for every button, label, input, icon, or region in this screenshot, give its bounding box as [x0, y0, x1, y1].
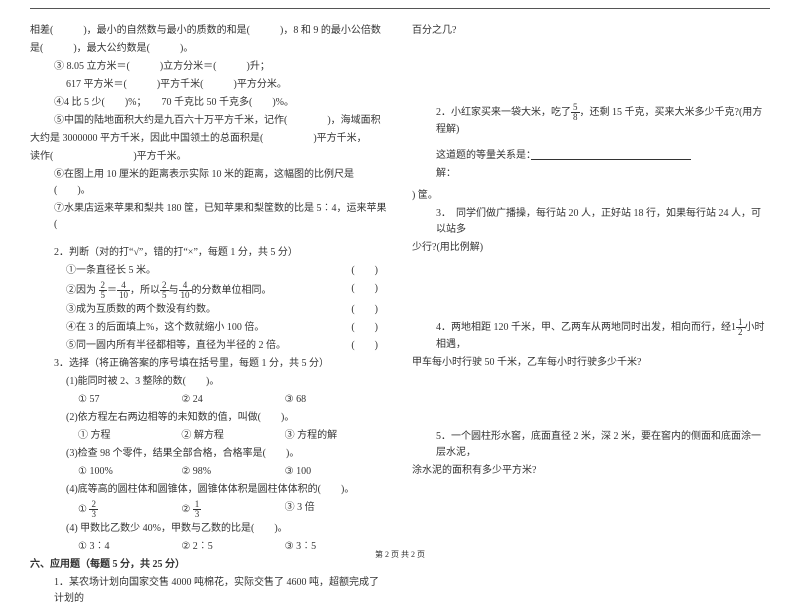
select-options: ① 23 ② 13 ③ 3 倍	[30, 500, 388, 519]
option: ② 24	[181, 392, 284, 408]
fill-line: 读作( )平方千米。	[30, 149, 388, 165]
option: ② 解方程	[181, 428, 284, 444]
fill-line: ⑤中国的陆地面积大约是九百六十万平方千米，记作( )，海域面积	[30, 113, 388, 129]
select-options: ① 方程 ② 解方程 ③ 方程的解	[30, 428, 388, 444]
option: ③ 方程的解	[285, 428, 388, 444]
blank-paren: ( )	[351, 281, 378, 297]
select-item: (4)底等高的圆柱体和圆锥体，圆锥体体积是圆柱体体积的( )。	[30, 482, 388, 498]
fill-line: ④4 比 5 少( )%； 70 千克比 50 千克多( )%。	[30, 95, 388, 111]
text: 这道题的等量关系是：	[412, 148, 770, 164]
fraction: 23	[89, 500, 98, 519]
blank-paren: ( )	[351, 320, 378, 336]
option: ① 100%	[78, 464, 181, 480]
option: ① 23	[78, 500, 181, 519]
fill-line: 617 平方米＝( )平方千米( )平方分米。	[30, 77, 388, 93]
fraction: 410	[179, 281, 192, 300]
blank-line	[531, 150, 691, 161]
blank-paren: ( )	[351, 302, 378, 318]
blank-paren: ( )	[351, 263, 378, 279]
judge-text: 与	[169, 285, 179, 296]
judge-heading: 2．判断（对的打“√”，错的打“×”，每题 1 分，共 5 分）	[30, 245, 388, 261]
fraction: 12	[736, 318, 745, 337]
left-column: 相差( )，最小的自然数与最小的质数的和是( )，8 和 9 的最小公倍数 是(…	[30, 23, 388, 609]
fraction: 13	[193, 500, 202, 519]
judge-text: 的分数单位相同。	[192, 285, 272, 296]
judge-item: ③成为互质数的两个数没有约数。 ( )	[30, 302, 388, 318]
app-continue: 涂水泥的面积有多少平方米?	[412, 463, 770, 479]
option: ③ 3 倍	[285, 500, 388, 519]
option: ① 方程	[78, 428, 181, 444]
option: ③ 68	[285, 392, 388, 408]
option: ② 98%	[181, 464, 284, 480]
app-continue: 甲车每小时行驶 50 千米，乙车每小时行驶多少千米?	[412, 355, 770, 371]
judge-item: ⑤同一圆内所有半径都相等，直径为半径的 2 倍。 ( )	[30, 338, 388, 354]
judge-text: ④在 3 的后面填上%，这个数就缩小 100 倍。	[66, 322, 264, 333]
fill-line: ⑥在图上用 10 厘米的距离表示实际 10 米的距离，这幅图的比例尺是( )。	[30, 167, 388, 199]
opt-prefix: ①	[78, 504, 87, 515]
select-item: (2)依方程左右两边相等的未知数的值，叫做( )。	[30, 410, 388, 426]
text: 2．小红家买来一袋大米，吃了	[436, 107, 571, 118]
app-problem: 5．一个圆柱形水窖，底面直径 2 米，深 2 米，要在窖内的侧面和底面涂一层水泥…	[412, 429, 770, 461]
judge-text: ⑤同一圆内所有半径都相等，直径为半径的 2 倍。	[66, 340, 286, 351]
fraction: 25	[160, 281, 169, 300]
fill-line: 相差( )，最小的自然数与最小的质数的和是( )，8 和 9 的最小公倍数	[30, 23, 388, 39]
fraction: 58	[571, 103, 580, 122]
text: 4．两地相距 120 千米，甲、乙两车从两地同时出发，相向而行，经1	[436, 322, 736, 333]
top-rule	[30, 8, 770, 9]
option: ② 13	[181, 500, 284, 519]
judge-item: ①一条直径长 5 米。 ( )	[30, 263, 388, 279]
judge-item: ②因为 25＝410，所以25与410的分数单位相同。 ( )	[30, 281, 388, 300]
judge-text: ③成为互质数的两个数没有约数。	[66, 304, 216, 315]
fraction: 410	[117, 281, 130, 300]
select-item: (4) 甲数比乙数少 40%，甲数与乙数的比是( )。	[30, 521, 388, 537]
select-item: (1)能同时被 2、3 整除的数( )。	[30, 374, 388, 390]
judge-text: ，所以	[130, 285, 160, 296]
app-problem: 4．两地相距 120 千米，甲、乙两车从两地同时出发，相向而行，经112小时相遇…	[412, 318, 770, 353]
fill-line: ③ 8.05 立方米＝( )立方分米＝( )升；	[30, 59, 388, 75]
fraction: 25	[99, 281, 108, 300]
page-footer: 第 2 页 共 2 页	[0, 549, 800, 562]
overflow-text: ) 筐。	[412, 188, 770, 204]
opt-prefix: ②	[181, 504, 190, 515]
fill-line: 是( )，最大公约数是( )。	[30, 41, 388, 57]
select-options: ① 100% ② 98% ③ 100	[30, 464, 388, 480]
select-options: ① 57 ② 24 ③ 68	[30, 392, 388, 408]
app-problem: 2．小红家买来一袋大米，吃了58，还剩 15 千克，买来大米多少千克?(用方程解…	[412, 103, 770, 138]
fill-line: 大约是 3000000 平方千米，因此中国领土的总面积是( )平方千米，	[30, 131, 388, 147]
two-column-layout: 相差( )，最小的自然数与最小的质数的和是( )，8 和 9 的最小公倍数 是(…	[30, 23, 770, 609]
app-problem: 3． 同学们做广播操，每行站 20 人，正好站 18 行，如果每行站 24 人，…	[412, 206, 770, 238]
eq-label: 这道题的等量关系是：	[436, 150, 531, 161]
judge-text: ①一条直径长 5 米。	[66, 265, 156, 276]
option: ① 57	[78, 392, 181, 408]
text: 解：	[412, 166, 770, 182]
judge-item: ④在 3 的后面填上%，这个数就缩小 100 倍。 ( )	[30, 320, 388, 336]
judge-text: ②因为	[66, 285, 96, 296]
select-heading: 3．选择（将正确答案的序号填在括号里，每题 1 分，共 5 分）	[30, 356, 388, 372]
app-continue: 少行?(用比例解)	[412, 240, 770, 256]
select-item: (3)检查 98 个零件，结果全部合格，合格率是( )。	[30, 446, 388, 462]
app-continue: 百分之几?	[412, 23, 770, 39]
app-problem: 1．某农场计划向国家交售 4000 吨棉花，实际交售了 4600 吨，超额完成了…	[30, 575, 388, 607]
option: ③ 100	[285, 464, 388, 480]
blank-paren: ( )	[351, 338, 378, 354]
fill-line: ⑦水果店运来苹果和梨共 180 筐，已知苹果和梨筐数的比是 5︰4，运来苹果(	[30, 201, 388, 233]
right-column: 百分之几? 2．小红家买来一袋大米，吃了58，还剩 15 千克，买来大米多少千克…	[412, 23, 770, 609]
